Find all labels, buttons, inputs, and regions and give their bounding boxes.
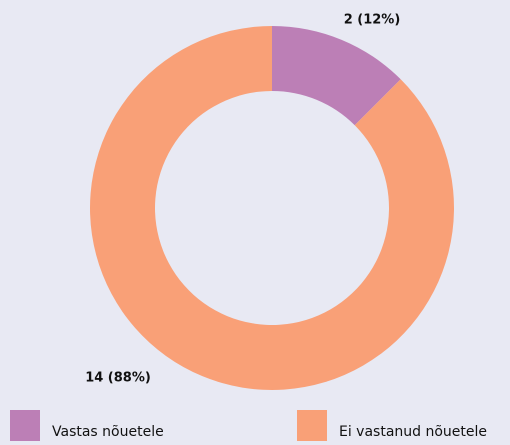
legend-label: Vastas nõuetele bbox=[52, 424, 164, 440]
donut-slice bbox=[272, 26, 401, 126]
legend-swatch bbox=[297, 410, 327, 441]
value-label: 14 (88%) bbox=[85, 371, 151, 386]
donut-slice bbox=[90, 26, 454, 390]
legend-label: Ei vastanud nõuetele bbox=[339, 424, 487, 440]
value-label: 2 (12%) bbox=[344, 13, 401, 28]
legend-swatch bbox=[10, 410, 40, 441]
